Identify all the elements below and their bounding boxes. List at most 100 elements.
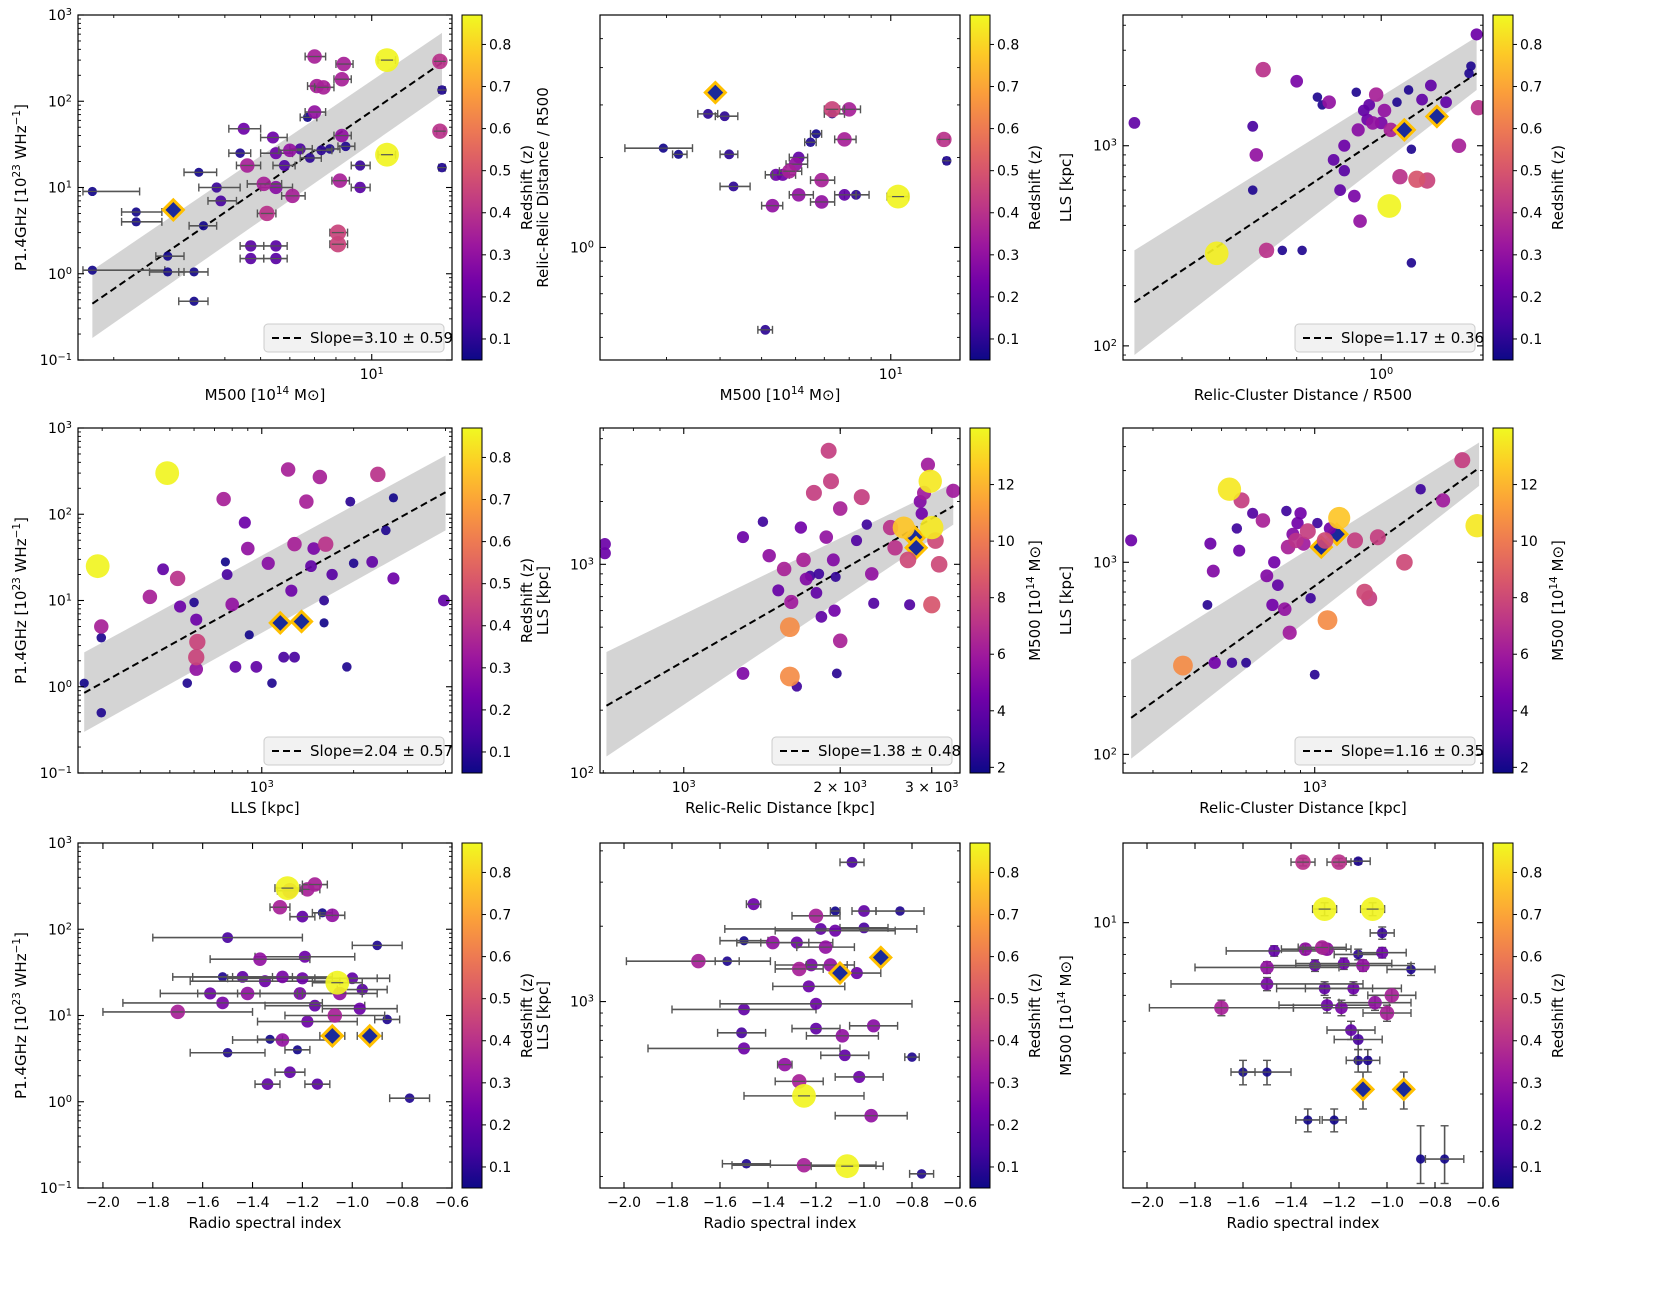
colorbar-gradient	[969, 842, 991, 1189]
data-point	[791, 1022, 841, 1035]
scatter-marker	[1408, 170, 1426, 188]
data-point	[805, 484, 822, 501]
data-point	[1353, 214, 1367, 228]
scatter-marker	[79, 678, 89, 688]
y-tick-label: 101	[48, 1007, 72, 1025]
panel-8: −2.0 −1.8 −1.6 −1.4 −1.2 −1.0 −0.8 −0.6 103 Radio…	[534, 842, 1044, 1232]
x-axis-label: Radio spectral index	[189, 1214, 342, 1232]
data-point	[220, 557, 230, 567]
x-tick-label: −2.0	[86, 1195, 120, 1211]
y-tick-label: 102	[48, 921, 72, 939]
data-point	[190, 613, 203, 626]
highlight-diamond-marker	[161, 197, 186, 223]
data-point	[120, 217, 163, 227]
x-tick-label: 101	[879, 366, 903, 384]
data-point	[887, 540, 903, 556]
colorbar: 0.1 0.2 0.3 0.4 0.5 0.6 0.7 0.8 Redshift (z)	[1492, 842, 1567, 1189]
x-tick-label: −2.0	[607, 1195, 641, 1211]
data-point	[1356, 583, 1373, 601]
scatter-marker	[915, 507, 928, 520]
data-point	[274, 1066, 306, 1079]
data-point	[82, 186, 141, 197]
data-point	[261, 556, 275, 570]
scatter-marker	[1247, 120, 1259, 132]
plot-area	[600, 442, 960, 757]
data-point	[1338, 165, 1350, 177]
legend: Slope=1.38 ± 0.48	[771, 736, 961, 766]
data-point	[305, 560, 317, 573]
data-point	[289, 651, 300, 663]
x-tick-label: 103	[1303, 779, 1327, 797]
colorbar-tick-label: 0.2	[997, 290, 1019, 306]
colorbar-label: Redshift (z)	[1026, 145, 1044, 230]
scatter-marker	[278, 651, 290, 663]
y-tick-label: 103	[1093, 554, 1117, 572]
scatter-marker	[1309, 669, 1320, 680]
data-point	[719, 997, 913, 1010]
x-tick-label: −1.8	[136, 1195, 170, 1211]
scatter-marker	[267, 678, 277, 688]
data-point	[1351, 87, 1362, 98]
data-point	[714, 111, 739, 122]
scatter-marker	[189, 633, 206, 651]
data-point	[762, 548, 776, 563]
colorbar-tick-label: 0.6	[489, 950, 511, 966]
scatter-marker	[312, 469, 328, 485]
x-axis-label: Relic-Cluster Distance / R500	[1194, 386, 1412, 404]
colorbar-tick-label: 8	[1520, 591, 1529, 607]
data-point	[721, 1158, 772, 1169]
data-point	[1359, 897, 1386, 921]
scatter-marker	[1353, 214, 1367, 228]
scatter-marker	[868, 597, 880, 609]
data-point	[868, 597, 880, 609]
data-point	[304, 105, 327, 119]
x-tick-label: −0.6	[435, 1195, 469, 1211]
data-point	[337, 141, 356, 152]
scatter-marker	[1173, 655, 1193, 676]
axes-frame	[1122, 14, 1484, 361]
scatter-marker	[1255, 513, 1271, 528]
data-point	[1408, 170, 1426, 188]
data-point	[823, 473, 840, 490]
data-point	[244, 630, 254, 640]
scatter-marker	[736, 531, 750, 544]
data-point	[1230, 1059, 1256, 1086]
colorbar-tick-label: 0.5	[997, 992, 1019, 1008]
data-point	[1435, 493, 1451, 508]
scatter-marker	[1291, 516, 1304, 530]
data-point	[178, 296, 209, 306]
data-point	[1367, 987, 1417, 1004]
scatter-marker	[387, 572, 400, 585]
plot-area	[79, 455, 450, 732]
colorbar-tick-label: 0.1	[489, 332, 511, 348]
data-point	[268, 610, 293, 636]
data-point	[350, 160, 371, 171]
scatter-marker	[381, 525, 391, 536]
scatter-marker	[1277, 602, 1292, 616]
x-tick-label: 100	[1369, 366, 1393, 384]
x-axis-label: M500 [1014 M⊙]	[720, 385, 841, 404]
colorbar: 0.1 0.2 0.3 0.4 0.5 0.6 0.7 0.8 Redshift (z)	[461, 14, 536, 361]
x-tick-label: −1.2	[799, 1195, 833, 1211]
scatter-marker	[1356, 583, 1373, 601]
colorbar-gradient	[1492, 427, 1514, 774]
data-point	[254, 1078, 281, 1091]
colorbar-tick-label: 6	[1520, 647, 1529, 663]
scatter-marker	[319, 618, 329, 628]
scatter-marker	[1241, 657, 1252, 668]
data-point	[188, 649, 205, 666]
data-point	[319, 908, 346, 923]
x-tick-label: 101	[360, 366, 384, 384]
colorbar-gradient	[1492, 14, 1514, 361]
data-point	[1416, 93, 1428, 106]
data-point	[329, 224, 349, 241]
data-point	[1226, 657, 1238, 668]
data-point	[743, 1083, 865, 1108]
data-point	[388, 1093, 431, 1103]
confidence-band	[1131, 442, 1480, 759]
data-point	[284, 1045, 311, 1055]
data-point	[1304, 981, 1403, 997]
scatter-marker	[779, 666, 800, 687]
scatter-marker	[280, 462, 296, 477]
